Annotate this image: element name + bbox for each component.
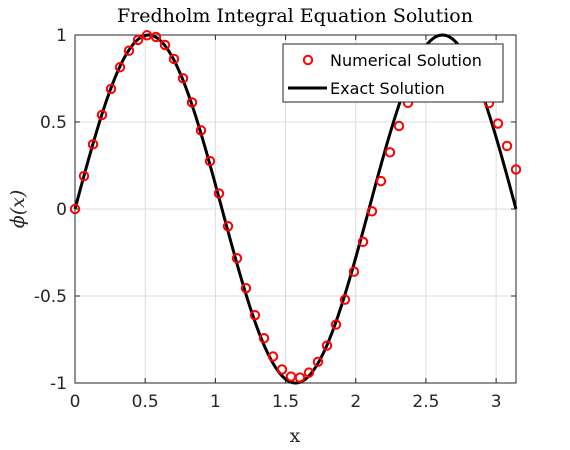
x-tick-label: 0 bbox=[70, 392, 81, 412]
numerical-point bbox=[294, 372, 306, 383]
numerical-point bbox=[150, 31, 162, 43]
y-tick-label: 1 bbox=[56, 26, 67, 46]
numerical-point bbox=[249, 309, 261, 321]
exact-solution-series bbox=[73, 33, 518, 385]
numerical-point bbox=[303, 367, 315, 378]
x-tick-label: 2 bbox=[350, 392, 361, 412]
numerical-point bbox=[231, 253, 243, 264]
y-tick-label: 0.5 bbox=[40, 113, 67, 133]
numerical-point bbox=[105, 83, 117, 95]
y-tick-label: -1 bbox=[50, 374, 67, 394]
numerical-point bbox=[168, 53, 180, 65]
numerical-point bbox=[123, 45, 135, 56]
numerical-point bbox=[177, 73, 189, 84]
numerical-point bbox=[384, 147, 396, 158]
x-tick-label: 3 bbox=[491, 392, 502, 412]
legend-box bbox=[282, 43, 504, 103]
x-tick-label: 2.5 bbox=[412, 392, 439, 412]
exact-solution-line bbox=[73, 33, 518, 385]
legend: Numerical Solution Exact Solution bbox=[282, 43, 504, 103]
legend-label-numerical: Numerical Solution bbox=[330, 51, 482, 70]
numerical-point bbox=[375, 175, 387, 187]
numerical-point bbox=[159, 39, 171, 51]
numerical-point bbox=[312, 356, 324, 367]
numerical-point bbox=[348, 266, 360, 277]
legend-label-exact: Exact Solution bbox=[330, 79, 445, 98]
numerical-point bbox=[96, 109, 108, 121]
numerical-point bbox=[78, 170, 90, 182]
numerical-point bbox=[330, 319, 342, 330]
numerical-point bbox=[222, 221, 234, 232]
numerical-point bbox=[510, 164, 522, 175]
numerical-point bbox=[366, 206, 378, 217]
legend-marker-numerical bbox=[302, 54, 314, 66]
numerical-point bbox=[258, 333, 270, 344]
numerical-point bbox=[87, 139, 99, 150]
numerical-point bbox=[195, 125, 207, 136]
numerical-point bbox=[501, 140, 513, 152]
numerical-point bbox=[393, 120, 405, 132]
numerical-point bbox=[267, 351, 279, 362]
numerical-point bbox=[492, 118, 504, 129]
numerical-point bbox=[357, 236, 369, 248]
chart-title: Fredholm Integral Equation Solution bbox=[117, 5, 473, 27]
y-tick-label: 0 bbox=[56, 200, 67, 220]
numerical-point bbox=[186, 97, 198, 108]
numerical-point bbox=[276, 364, 288, 375]
numerical-point bbox=[69, 203, 81, 215]
numerical-point bbox=[240, 282, 252, 294]
x-axis-label: x bbox=[290, 425, 301, 447]
numerical-point bbox=[213, 188, 225, 199]
x-tick-label: 1 bbox=[210, 392, 221, 412]
numerical-point bbox=[132, 34, 144, 46]
numerical-point bbox=[204, 155, 216, 167]
x-tick-label: 1.5 bbox=[272, 392, 299, 412]
numerical-point bbox=[114, 62, 126, 73]
y-axis-label: ϕ(x) bbox=[7, 190, 29, 229]
numerical-point bbox=[339, 294, 351, 305]
x-tick-label: 0.5 bbox=[132, 392, 159, 412]
numerical-point bbox=[321, 340, 333, 351]
numerical-solution-series bbox=[69, 30, 522, 383]
y-tick-label: -0.5 bbox=[34, 287, 67, 307]
